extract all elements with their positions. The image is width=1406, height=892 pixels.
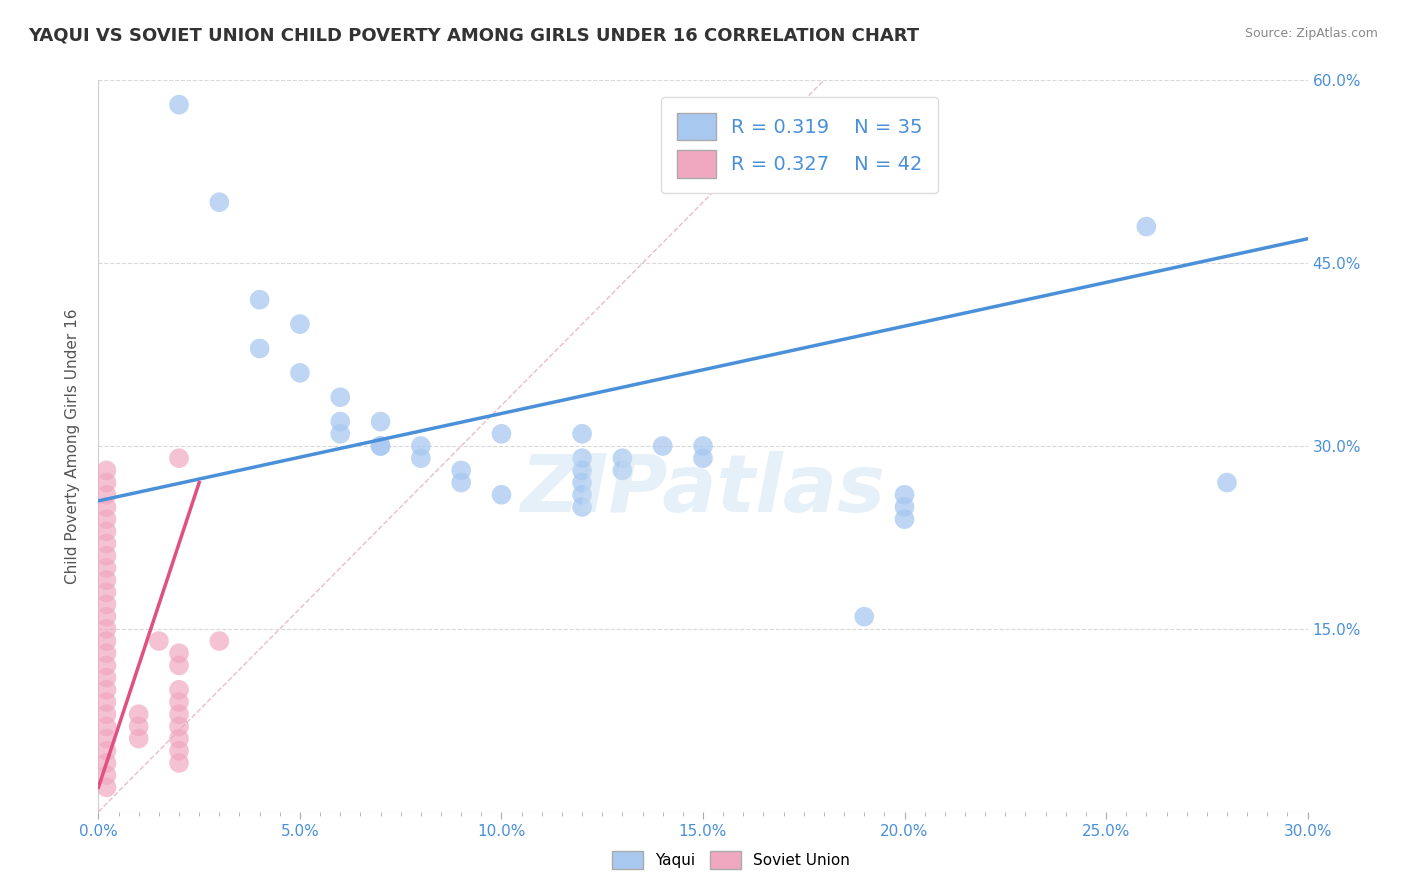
- Point: [288, 317, 311, 331]
- Point: [450, 475, 472, 490]
- Point: [96, 475, 118, 490]
- Point: [96, 549, 118, 563]
- Text: ZIPatlas: ZIPatlas: [520, 450, 886, 529]
- Point: [128, 731, 150, 746]
- Point: [96, 744, 118, 758]
- Point: [692, 439, 714, 453]
- Point: [409, 451, 432, 466]
- Text: Source: ZipAtlas.com: Source: ZipAtlas.com: [1244, 27, 1378, 40]
- Point: [96, 695, 118, 709]
- Point: [96, 671, 118, 685]
- Point: [128, 707, 150, 722]
- Point: [96, 768, 118, 782]
- Point: [288, 366, 311, 380]
- Point: [692, 451, 714, 466]
- Point: [208, 634, 231, 648]
- Point: [370, 439, 392, 453]
- Point: [249, 293, 271, 307]
- Point: [96, 756, 118, 770]
- Point: [96, 573, 118, 587]
- Point: [329, 390, 352, 404]
- Point: [96, 585, 118, 599]
- Point: [96, 536, 118, 550]
- Point: [329, 415, 352, 429]
- Point: [571, 500, 593, 514]
- Point: [96, 719, 118, 733]
- Point: [96, 488, 118, 502]
- Y-axis label: Child Poverty Among Girls Under 16: Child Poverty Among Girls Under 16: [65, 309, 80, 583]
- Point: [167, 707, 190, 722]
- Point: [167, 695, 190, 709]
- Point: [450, 463, 472, 477]
- Point: [96, 707, 118, 722]
- Legend: R = 0.319    N = 35, R = 0.327    N = 42: R = 0.319 N = 35, R = 0.327 N = 42: [661, 97, 938, 194]
- Point: [571, 451, 593, 466]
- Point: [167, 744, 190, 758]
- Point: [96, 658, 118, 673]
- Point: [893, 500, 915, 514]
- Point: [167, 451, 190, 466]
- Point: [167, 719, 190, 733]
- Point: [96, 524, 118, 539]
- Point: [96, 598, 118, 612]
- Point: [571, 475, 593, 490]
- Point: [612, 451, 634, 466]
- Point: [1135, 219, 1157, 234]
- Point: [329, 426, 352, 441]
- Point: [370, 415, 392, 429]
- Point: [409, 439, 432, 453]
- Point: [167, 682, 190, 697]
- Point: [853, 609, 876, 624]
- Text: YAQUI VS SOVIET UNION CHILD POVERTY AMONG GIRLS UNDER 16 CORRELATION CHART: YAQUI VS SOVIET UNION CHILD POVERTY AMON…: [28, 27, 920, 45]
- Point: [96, 609, 118, 624]
- Point: [571, 488, 593, 502]
- Point: [96, 634, 118, 648]
- Point: [167, 658, 190, 673]
- Point: [96, 780, 118, 795]
- Point: [370, 439, 392, 453]
- Point: [96, 500, 118, 514]
- Point: [167, 646, 190, 660]
- Point: [128, 719, 150, 733]
- Point: [96, 731, 118, 746]
- Point: [96, 622, 118, 636]
- Point: [491, 488, 513, 502]
- Point: [571, 426, 593, 441]
- Point: [491, 426, 513, 441]
- Point: [571, 463, 593, 477]
- Point: [96, 561, 118, 575]
- Point: [893, 512, 915, 526]
- Point: [167, 731, 190, 746]
- Point: [208, 195, 231, 210]
- Point: [148, 634, 170, 648]
- Point: [651, 439, 673, 453]
- Point: [167, 756, 190, 770]
- Point: [1216, 475, 1239, 490]
- Point: [96, 646, 118, 660]
- Point: [96, 463, 118, 477]
- Legend: Yaqui, Soviet Union: Yaqui, Soviet Union: [606, 845, 856, 875]
- Point: [612, 463, 634, 477]
- Point: [96, 512, 118, 526]
- Point: [167, 97, 190, 112]
- Point: [893, 488, 915, 502]
- Point: [249, 342, 271, 356]
- Point: [96, 682, 118, 697]
